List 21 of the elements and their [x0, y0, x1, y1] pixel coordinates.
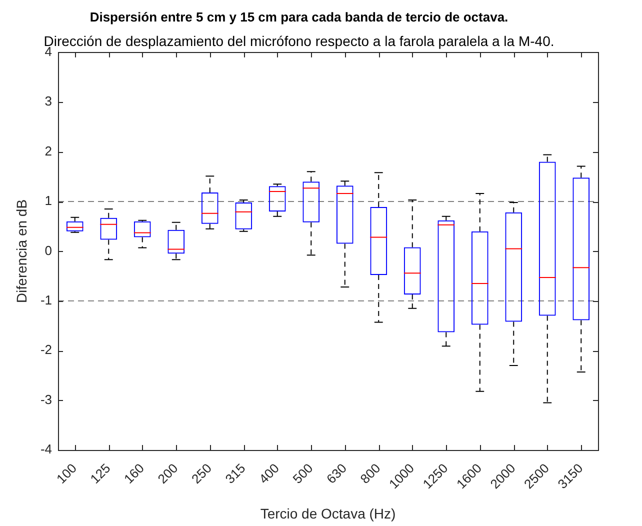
x-axis-title: Tercio de Octava (Hz)	[260, 505, 396, 522]
y-tick-label: 3	[44, 94, 52, 109]
x-tick-label: 400	[256, 460, 282, 487]
y-tick-label: -3	[40, 392, 52, 407]
x-tick-label: 630	[324, 460, 350, 487]
y-tick-label: 2	[44, 143, 52, 158]
y-tick-label: 1	[44, 193, 52, 208]
x-tick-label: 160	[121, 460, 148, 487]
x-tick-label: 200	[154, 460, 181, 487]
chart-title: Dispersión entre 5 cm y 15 cm para cada banda de tercio de octava.	[90, 9, 508, 24]
y-axis-title: Diferencia en dB	[13, 199, 30, 303]
x-tick-label: 125	[87, 460, 114, 487]
x-tick-label: 500	[290, 460, 316, 487]
y-tick-label: -1	[40, 292, 52, 308]
y-tick-label: -4	[40, 442, 52, 457]
y-tick-label: -2	[40, 342, 52, 358]
x-tick-label: 100	[54, 460, 80, 487]
y-tick-label: 0	[44, 242, 52, 258]
x-tick-label: 250	[188, 460, 215, 487]
x-tick-label: 315	[222, 460, 248, 487]
x-tick-label: 800	[357, 460, 384, 487]
